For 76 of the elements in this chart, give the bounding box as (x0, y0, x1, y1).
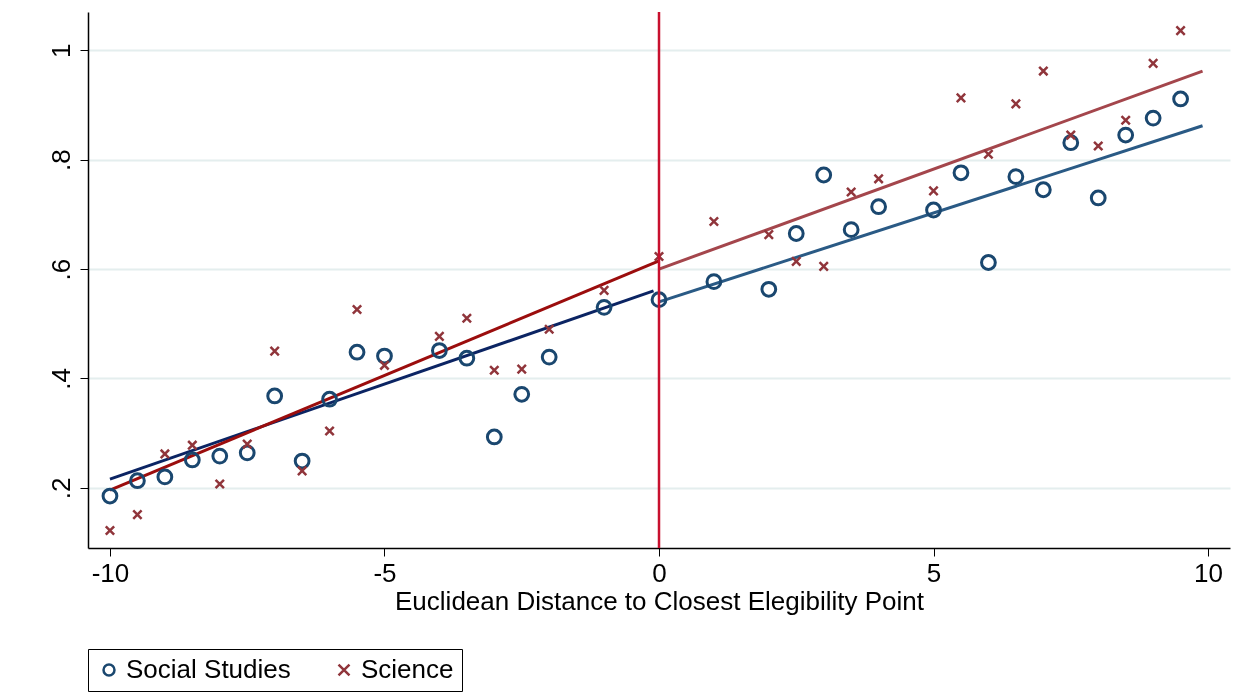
point (598, 284, 610, 296)
x-tick-label: -5 (373, 557, 397, 588)
point (1065, 129, 1077, 141)
point (159, 448, 171, 460)
point (379, 359, 390, 371)
point (1010, 98, 1022, 110)
point (815, 166, 833, 184)
point (1089, 189, 1107, 207)
point (818, 260, 830, 272)
point (1117, 126, 1135, 144)
point (214, 478, 226, 490)
point (543, 323, 555, 335)
point (540, 348, 558, 366)
point (131, 509, 143, 521)
point (925, 201, 942, 219)
point (186, 439, 198, 451)
y-tick-label: .6 (45, 258, 76, 281)
point (928, 185, 939, 197)
point (156, 468, 174, 486)
y-tick-label: .8 (45, 149, 76, 172)
point (1120, 114, 1132, 126)
point (1147, 57, 1159, 69)
point (650, 291, 668, 309)
x-axis-title: Euclidean Distance to Closest Elegibility Point (395, 585, 925, 616)
point (708, 216, 720, 227)
point (980, 254, 997, 271)
point (183, 451, 201, 469)
y-tick-label: .2 (45, 477, 76, 500)
point (842, 221, 860, 239)
point (982, 148, 994, 160)
point (296, 465, 308, 477)
point (324, 425, 336, 437)
point (952, 164, 970, 182)
point (787, 225, 805, 242)
point (1172, 90, 1189, 108)
point (458, 349, 476, 367)
point (266, 387, 284, 405)
point (513, 385, 531, 403)
point (351, 304, 363, 315)
point (433, 330, 445, 342)
point (1092, 140, 1104, 152)
point (763, 229, 775, 241)
point (269, 345, 281, 357)
x-tick-label: 10 (1194, 557, 1223, 588)
x-tick-label: 5 (926, 557, 942, 588)
point (1034, 181, 1052, 199)
point (790, 255, 802, 267)
point (211, 447, 229, 465)
point (1007, 168, 1025, 186)
point (104, 525, 116, 536)
point (1144, 109, 1162, 127)
point (488, 364, 500, 376)
x-tick-label: 0 (652, 557, 667, 588)
point (873, 173, 885, 185)
point (595, 298, 613, 316)
legend-label: Social Studies (126, 654, 291, 684)
x-tick-label: -10 (91, 557, 130, 588)
point (485, 428, 503, 446)
point (129, 472, 146, 490)
point (321, 390, 338, 408)
y-tick-label: 1 (45, 43, 76, 59)
point (705, 273, 723, 291)
y-tick-label: .4 (45, 368, 76, 390)
legend-label: Science (361, 654, 454, 684)
point (430, 342, 448, 359)
point (1175, 25, 1187, 37)
point (955, 92, 967, 104)
point (845, 186, 857, 198)
point (348, 343, 366, 361)
point (461, 312, 473, 324)
point (101, 487, 119, 505)
point (516, 363, 528, 375)
point (870, 198, 888, 216)
point (1037, 65, 1049, 77)
point (241, 438, 253, 450)
point (760, 280, 778, 298)
